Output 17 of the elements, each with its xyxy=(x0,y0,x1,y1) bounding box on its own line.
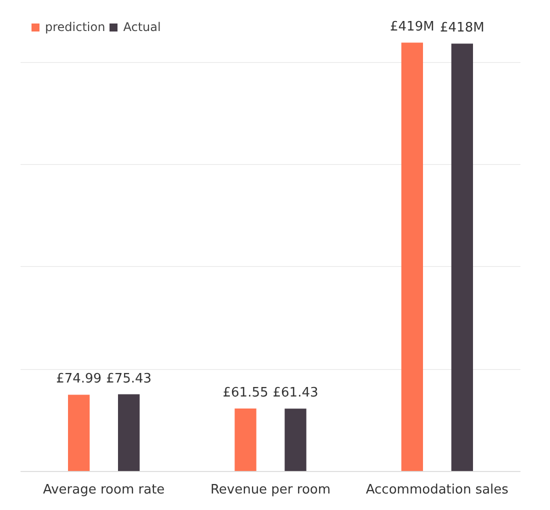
bar xyxy=(284,408,306,472)
legend-label: prediction xyxy=(45,20,106,34)
bar xyxy=(118,394,140,472)
legend-label: Actual xyxy=(123,20,161,34)
bar xyxy=(68,394,90,472)
data-label: £61.43 xyxy=(272,386,318,401)
bar xyxy=(234,408,256,472)
data-label: £419M xyxy=(390,20,434,35)
data-label: £61.55 xyxy=(222,386,268,401)
x-tick-label: Average room rate xyxy=(42,482,165,498)
x-tick-label: Accommodation sales xyxy=(366,482,509,498)
x-tick-label: Revenue per room xyxy=(210,482,331,498)
data-label: £74.99 xyxy=(56,372,102,387)
data-label: £75.43 xyxy=(106,371,152,386)
data-label: £418M xyxy=(440,20,484,36)
bar xyxy=(401,42,423,472)
bar xyxy=(451,44,473,472)
